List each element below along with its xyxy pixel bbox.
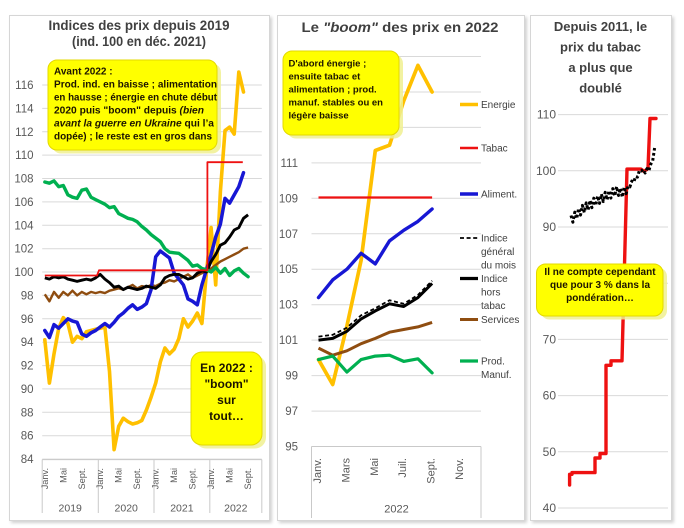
svg-text:70: 70 xyxy=(543,332,557,346)
svg-text:40: 40 xyxy=(543,501,557,515)
svg-text:2020 puis "boom" depuis (bien: 2020 puis "boom" depuis (bien xyxy=(54,106,204,117)
svg-text:101: 101 xyxy=(279,335,298,347)
svg-text:légère baisse: légère baisse xyxy=(289,111,349,122)
svg-text:114: 114 xyxy=(15,103,34,115)
svg-text:Sept.: Sept. xyxy=(426,458,438,484)
svg-text:Depuis 2011, le: Depuis 2011, le xyxy=(554,19,647,34)
svg-text:111: 111 xyxy=(281,158,298,170)
svg-text:94: 94 xyxy=(21,337,34,349)
svg-text:Indices des prix depuis 2019: Indices des prix depuis 2019 xyxy=(49,18,230,33)
svg-text:Manuf.: Manuf. xyxy=(481,370,512,381)
svg-text:88: 88 xyxy=(21,407,34,419)
svg-text:Le "boom" des prix en 2022: Le "boom" des prix en 2022 xyxy=(302,20,499,35)
svg-text:Janv.: Janv. xyxy=(151,468,161,489)
svg-text:Energie: Energie xyxy=(481,100,516,111)
svg-text:a plus que: a plus que xyxy=(568,60,632,75)
svg-text:2022: 2022 xyxy=(384,504,408,516)
svg-text:Nov.: Nov. xyxy=(454,458,466,480)
svg-text:Janv.: Janv. xyxy=(206,468,216,489)
svg-text:tabac: tabac xyxy=(481,301,505,312)
svg-text:"boom": "boom" xyxy=(204,377,248,391)
svg-text:Aliment.: Aliment. xyxy=(481,190,517,201)
svg-text:109: 109 xyxy=(279,193,298,205)
svg-text:50: 50 xyxy=(543,445,557,459)
svg-text:Mai: Mai xyxy=(114,468,124,483)
svg-text:99: 99 xyxy=(285,371,298,383)
svg-text:avant la guerre en Ukraine qu: avant la guerre en Ukraine qui l’a xyxy=(54,119,214,130)
svg-text:du mois: du mois xyxy=(481,260,516,271)
svg-text:108: 108 xyxy=(14,174,33,186)
svg-text:2021: 2021 xyxy=(170,503,194,515)
svg-text:Sept.: Sept. xyxy=(188,468,198,489)
svg-text:90: 90 xyxy=(543,220,557,234)
svg-text:84: 84 xyxy=(21,454,34,466)
svg-text:Indice: Indice xyxy=(481,234,508,245)
svg-text:pondération…: pondération… xyxy=(566,293,634,304)
svg-text:60: 60 xyxy=(543,389,557,403)
svg-text:Janv.: Janv. xyxy=(40,468,50,489)
svg-text:Sept.: Sept. xyxy=(243,468,253,489)
svg-text:97: 97 xyxy=(285,406,298,418)
svg-text:Services: Services xyxy=(481,315,519,326)
svg-text:Janv.: Janv. xyxy=(312,458,324,483)
svg-text:104: 104 xyxy=(14,220,34,232)
svg-text:96: 96 xyxy=(21,314,34,326)
svg-text:(ind. 100 en déc. 2021): (ind. 100 en déc. 2021) xyxy=(72,34,206,49)
svg-text:Mai: Mai xyxy=(58,468,68,483)
svg-text:Juil.: Juil. xyxy=(397,458,409,478)
svg-text:Sept.: Sept. xyxy=(77,468,87,489)
svg-text:112: 112 xyxy=(15,127,33,139)
svg-text:Mai: Mai xyxy=(169,468,179,483)
svg-text:manuf. stables ou en: manuf. stables ou en xyxy=(289,98,384,109)
svg-text:alimentation ; prod.: alimentation ; prod. xyxy=(289,85,377,96)
svg-text:Sept.: Sept. xyxy=(132,468,142,489)
svg-text:En 2022 :: En 2022 : xyxy=(200,361,253,375)
svg-text:110: 110 xyxy=(537,108,556,122)
svg-text:dopée) ; le reste est en gros: dopée) ; le reste est en gros dans xyxy=(54,132,212,143)
svg-text:Mai: Mai xyxy=(369,458,381,476)
svg-text:90: 90 xyxy=(21,384,34,396)
svg-text:Mars: Mars xyxy=(340,458,352,483)
svg-text:Janv.: Janv. xyxy=(95,468,105,489)
svg-text:sur: sur xyxy=(217,393,236,407)
svg-text:en hausse ; énergie en chute d: en hausse ; énergie en chute début xyxy=(54,93,218,104)
svg-text:Prod. ind. en baisse ; aliment: Prod. ind. en baisse ; alimentation xyxy=(54,80,217,91)
svg-text:98: 98 xyxy=(21,290,34,302)
svg-text:106: 106 xyxy=(14,197,33,209)
svg-text:D'abord énergie ;: D'abord énergie ; xyxy=(289,59,367,70)
svg-text:tout…: tout… xyxy=(209,409,244,423)
svg-text:ensuite tabac et: ensuite tabac et xyxy=(289,72,362,83)
svg-text:2019: 2019 xyxy=(59,503,83,515)
svg-text:général: général xyxy=(481,247,514,258)
svg-text:hors: hors xyxy=(481,287,500,298)
svg-text:100: 100 xyxy=(14,267,33,279)
svg-text:2022: 2022 xyxy=(224,503,248,515)
svg-text:2020: 2020 xyxy=(115,503,139,515)
svg-text:105: 105 xyxy=(279,264,298,276)
svg-text:103: 103 xyxy=(279,300,298,312)
svg-text:107: 107 xyxy=(279,229,298,241)
svg-text:doublé: doublé xyxy=(579,81,622,96)
svg-text:Tabac: Tabac xyxy=(481,144,508,155)
svg-text:92: 92 xyxy=(21,361,34,373)
svg-text:102: 102 xyxy=(14,244,33,256)
svg-text:95: 95 xyxy=(285,442,298,454)
svg-text:Mai: Mai xyxy=(225,468,235,483)
svg-text:Il ne compte cependant: Il ne compte cependant xyxy=(544,267,656,278)
svg-text:Indice: Indice xyxy=(481,274,508,285)
svg-text:110: 110 xyxy=(15,150,33,162)
svg-text:100: 100 xyxy=(536,164,556,178)
svg-text:Prod.: Prod. xyxy=(481,357,505,368)
svg-text:que pour 3 % dans la: que pour 3 % dans la xyxy=(550,280,650,291)
svg-text:116: 116 xyxy=(15,80,33,92)
svg-text:prix du tabac: prix du tabac xyxy=(560,40,641,55)
svg-text:Avant 2022 :: Avant 2022 : xyxy=(54,67,113,78)
svg-text:86: 86 xyxy=(21,431,34,443)
